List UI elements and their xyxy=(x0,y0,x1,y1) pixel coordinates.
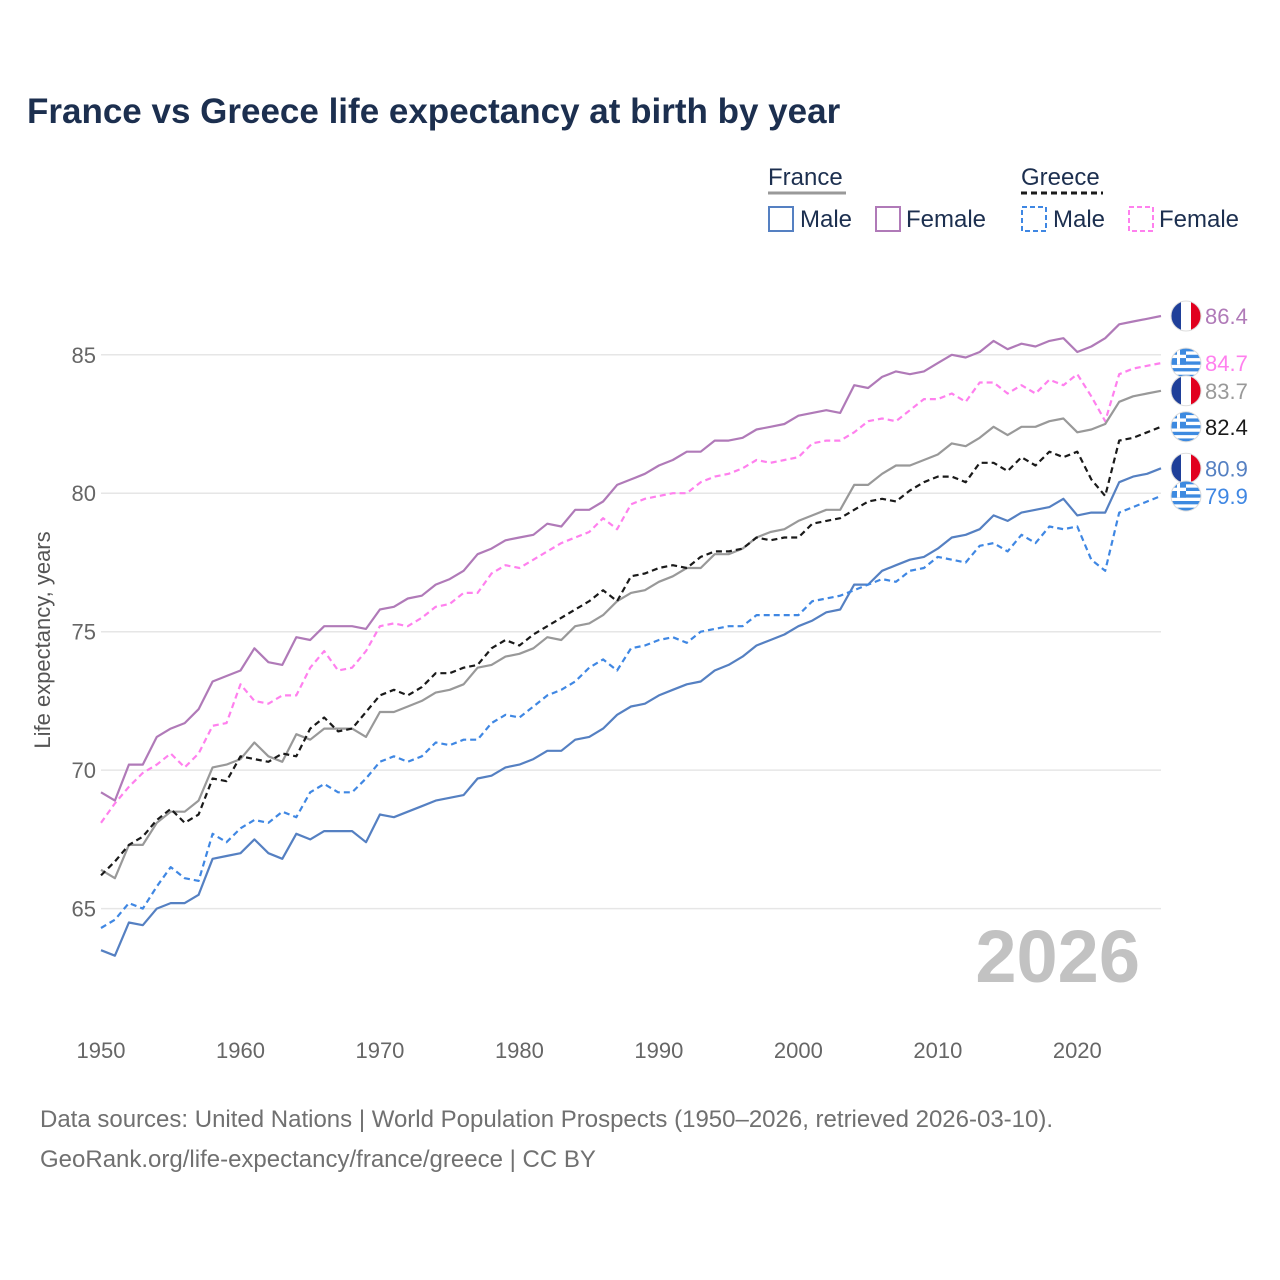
end-value-label-fr_male: 80.9 xyxy=(1205,456,1248,481)
series-line-fr_male[interactable] xyxy=(100,467,1162,957)
end-marker-fr_male: 80.9 xyxy=(1170,452,1248,484)
x-tick-label: 2020 xyxy=(1053,1038,1102,1063)
x-tick-label: 2010 xyxy=(913,1038,962,1063)
y-tick-label: 85 xyxy=(72,343,96,368)
france-flag-icon xyxy=(1171,301,1201,331)
y-tick-label: 75 xyxy=(72,620,96,645)
end-value-label-gr_female: 84.7 xyxy=(1205,351,1248,376)
end-marker-gr_both: 82.4 xyxy=(1170,411,1248,443)
legend-france-title: France xyxy=(768,164,843,191)
y-tick-label: 70 xyxy=(72,758,96,783)
legend-greece-female-swatch xyxy=(1128,206,1154,232)
end-marker-fr_female: 86.4 xyxy=(1170,300,1248,332)
greece-flag-icon xyxy=(1171,481,1201,511)
series-line-gr_male[interactable] xyxy=(100,494,1162,929)
legend-group-greece[interactable]: Greece Male Female xyxy=(1021,164,1239,233)
end-value-label-gr_both: 82.4 xyxy=(1205,415,1248,440)
end-value-label-fr_both: 83.7 xyxy=(1205,379,1248,404)
y-axis-label: Life expectancy, years xyxy=(30,531,55,748)
series-line-gr_both[interactable] xyxy=(100,425,1162,877)
end-marker-gr_female: 84.7 xyxy=(1170,347,1248,379)
legend-group-france[interactable]: France Male Female xyxy=(768,164,986,233)
series-line-gr_female[interactable] xyxy=(100,362,1162,824)
legend-greece-title: Greece xyxy=(1021,164,1100,191)
source-link[interactable]: GeoRank.org/life-expectancy/france/greec… xyxy=(40,1146,596,1173)
y-tick-label: 80 xyxy=(72,481,96,506)
y-tick-label: 65 xyxy=(72,897,96,922)
series-end-labels: 86.4 84.7 83.7 82.4 80.9 79.9 xyxy=(1170,300,1248,512)
series-line-fr_both[interactable] xyxy=(100,389,1162,880)
end-marker-fr_both: 83.7 xyxy=(1170,375,1248,407)
france-flag-icon xyxy=(1171,453,1201,484)
x-tick-label: 1980 xyxy=(495,1038,544,1063)
gridlines xyxy=(101,354,1161,910)
x-tick-label: 1970 xyxy=(355,1038,404,1063)
legend-greece-male-swatch xyxy=(1021,206,1047,232)
end-value-label-gr_male: 79.9 xyxy=(1205,484,1248,509)
x-tick-label: 1950 xyxy=(77,1038,126,1063)
year-watermark: 2026 xyxy=(975,915,1140,998)
x-tick-label: 1990 xyxy=(634,1038,683,1063)
legend-france-male-label[interactable]: Male xyxy=(800,206,852,233)
legend-france-female-swatch xyxy=(875,206,901,232)
legend[interactable]: France Male Female Greece Male Female xyxy=(768,164,1239,233)
legend-france-male-swatch xyxy=(768,206,794,232)
series-line-fr_female[interactable] xyxy=(100,314,1162,802)
end-value-label-fr_female: 86.4 xyxy=(1205,304,1248,329)
x-tick-label: 1960 xyxy=(216,1038,265,1063)
series-lines xyxy=(100,314,1162,957)
legend-france-female-label[interactable]: Female xyxy=(906,206,986,233)
end-marker-gr_male: 79.9 xyxy=(1170,480,1248,512)
legend-greece-male-label[interactable]: Male xyxy=(1053,206,1105,233)
x-axis: 1950 1960 1970 1980 1990 2000 2010 2020 xyxy=(77,1038,1102,1063)
source-note: Data sources: United Nations | World Pop… xyxy=(40,1106,1054,1133)
x-tick-label: 2000 xyxy=(774,1038,823,1063)
y-axis: 65 70 75 80 85 xyxy=(72,343,96,922)
greece-flag-icon xyxy=(1171,348,1201,379)
chart-title: France vs Greece life expectancy at birt… xyxy=(27,92,841,131)
legend-greece-female-label[interactable]: Female xyxy=(1159,206,1239,233)
france-flag-icon xyxy=(1171,375,1201,406)
